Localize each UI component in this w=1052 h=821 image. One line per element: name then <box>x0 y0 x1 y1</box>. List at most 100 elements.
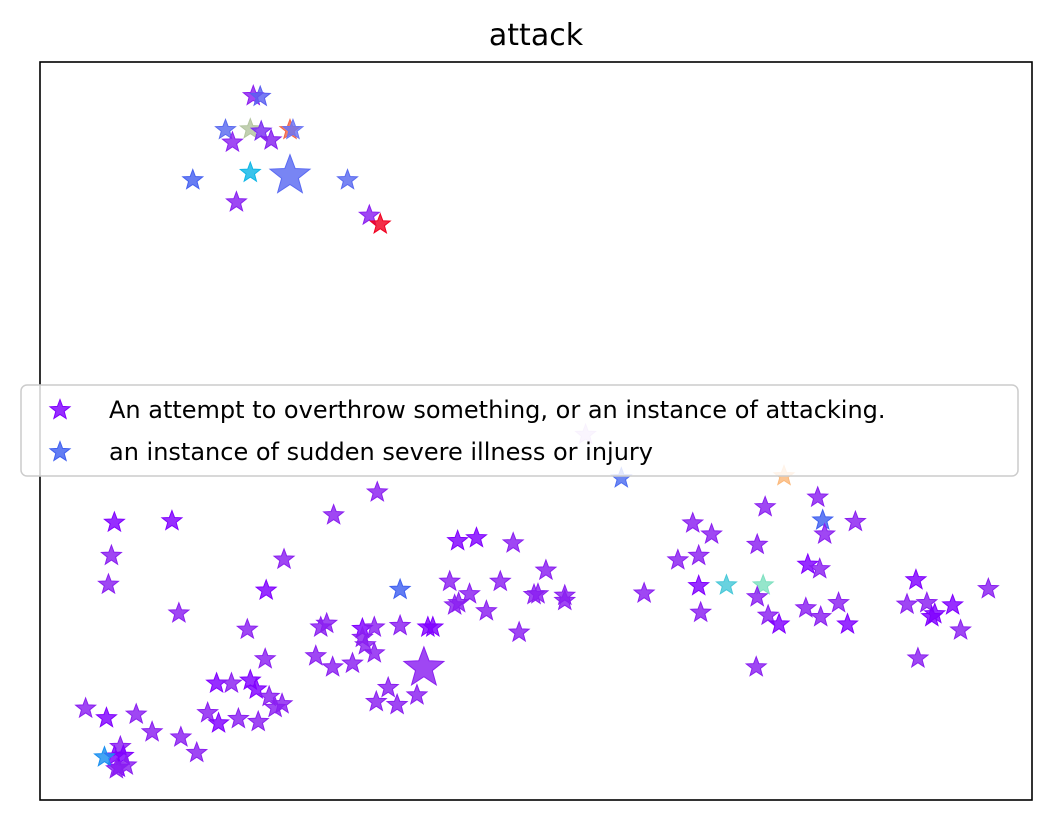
data-point-74 <box>501 531 525 553</box>
data-point-93 <box>806 485 830 508</box>
data-point-105 <box>745 585 769 607</box>
data-point-55 <box>196 700 219 723</box>
data-point-8 <box>259 128 283 150</box>
data-point-96 <box>813 522 837 544</box>
data-point-1 <box>248 84 272 107</box>
data-point-23 <box>167 601 191 623</box>
data-point-84 <box>553 588 577 611</box>
data-point-106 <box>756 603 780 626</box>
data-point-114 <box>895 592 919 615</box>
data-point-98 <box>687 543 711 566</box>
data-point-53 <box>385 692 409 715</box>
data-point-85 <box>475 599 498 621</box>
data-point-20 <box>160 509 184 531</box>
data-point-46 <box>238 668 262 691</box>
data-point-22 <box>97 572 120 595</box>
data-point-67 <box>111 743 135 766</box>
data-point-42 <box>402 645 446 687</box>
data-point-29 <box>235 617 259 640</box>
data-point-89 <box>681 511 705 533</box>
data-point-27 <box>254 578 278 601</box>
data-point-95 <box>844 509 867 532</box>
data-point-110 <box>827 591 850 613</box>
data-point-11 <box>268 153 312 194</box>
data-point-26 <box>272 547 296 570</box>
data-point-14 <box>358 203 381 226</box>
data-point-75 <box>534 558 558 581</box>
data-point-100 <box>715 573 738 595</box>
data-point-72 <box>446 529 469 551</box>
data-point-92 <box>753 495 777 517</box>
data-point-28 <box>388 577 412 600</box>
data-point-15 <box>368 212 392 235</box>
data-point-71 <box>105 757 128 779</box>
legend-marker-1 <box>48 440 72 462</box>
data-point-6 <box>281 117 305 140</box>
data-point-107 <box>767 612 791 635</box>
data-point-61 <box>124 702 148 725</box>
data-point-65 <box>109 734 132 757</box>
data-point-43 <box>253 647 277 669</box>
data-point-50 <box>263 695 287 718</box>
legend-label-0: An attempt to overthrow something, or an… <box>109 396 886 424</box>
data-point-12 <box>336 168 359 190</box>
data-point-86 <box>507 620 531 643</box>
data-point-82 <box>522 582 546 605</box>
data-point-119 <box>977 577 1000 599</box>
data-point-87 <box>416 615 440 637</box>
data-point-56 <box>207 711 230 733</box>
data-point-97 <box>666 548 690 570</box>
data-point-91 <box>745 532 769 555</box>
data-point-121 <box>906 646 930 668</box>
data-point-33 <box>362 615 386 637</box>
data-point-113 <box>904 568 928 590</box>
data-point-111 <box>836 612 859 635</box>
data-point-70 <box>93 745 116 767</box>
data-point-51 <box>376 675 400 698</box>
data-point-108 <box>794 596 818 618</box>
data-point-2 <box>214 117 237 140</box>
data-point-59 <box>74 696 97 719</box>
data-point-102 <box>796 552 820 575</box>
data-point-34 <box>388 613 412 636</box>
data-point-25 <box>365 480 389 502</box>
data-point-64 <box>185 740 209 763</box>
data-point-73 <box>465 526 488 548</box>
data-point-38 <box>362 641 386 663</box>
data-point-4 <box>249 119 273 142</box>
data-point-10 <box>238 160 262 183</box>
data-point-63 <box>169 725 193 747</box>
data-point-21 <box>100 543 123 566</box>
data-point-78 <box>458 582 481 604</box>
data-point-94 <box>811 508 835 530</box>
data-point-48 <box>257 684 281 707</box>
chart-title: attack <box>489 18 584 53</box>
data-point-99 <box>687 574 711 596</box>
data-point-118 <box>941 593 964 615</box>
legend-label-1: an instance of sudden severe illness or … <box>109 438 653 466</box>
data-point-101 <box>751 573 775 595</box>
data-point-90 <box>700 522 723 544</box>
data-point-52 <box>364 689 388 712</box>
data-point-117 <box>920 605 944 627</box>
data-point-54 <box>405 683 429 705</box>
data-point-24 <box>322 503 345 525</box>
data-point-104 <box>689 600 713 623</box>
data-point-39 <box>304 644 328 666</box>
data-point-103 <box>808 557 832 579</box>
data-point-13 <box>225 190 248 212</box>
data-point-9 <box>181 168 205 190</box>
data-point-77 <box>488 569 512 592</box>
data-point-41 <box>341 651 364 674</box>
data-point-62 <box>140 720 164 742</box>
data-point-60 <box>95 706 118 728</box>
data-point-120 <box>949 618 972 640</box>
data-point-7 <box>221 130 244 153</box>
data-point-76 <box>438 569 462 592</box>
data-points <box>74 84 1000 779</box>
data-point-3 <box>238 117 262 139</box>
data-point-40 <box>321 655 344 677</box>
data-point-88 <box>632 581 656 604</box>
data-point-47 <box>244 677 268 699</box>
